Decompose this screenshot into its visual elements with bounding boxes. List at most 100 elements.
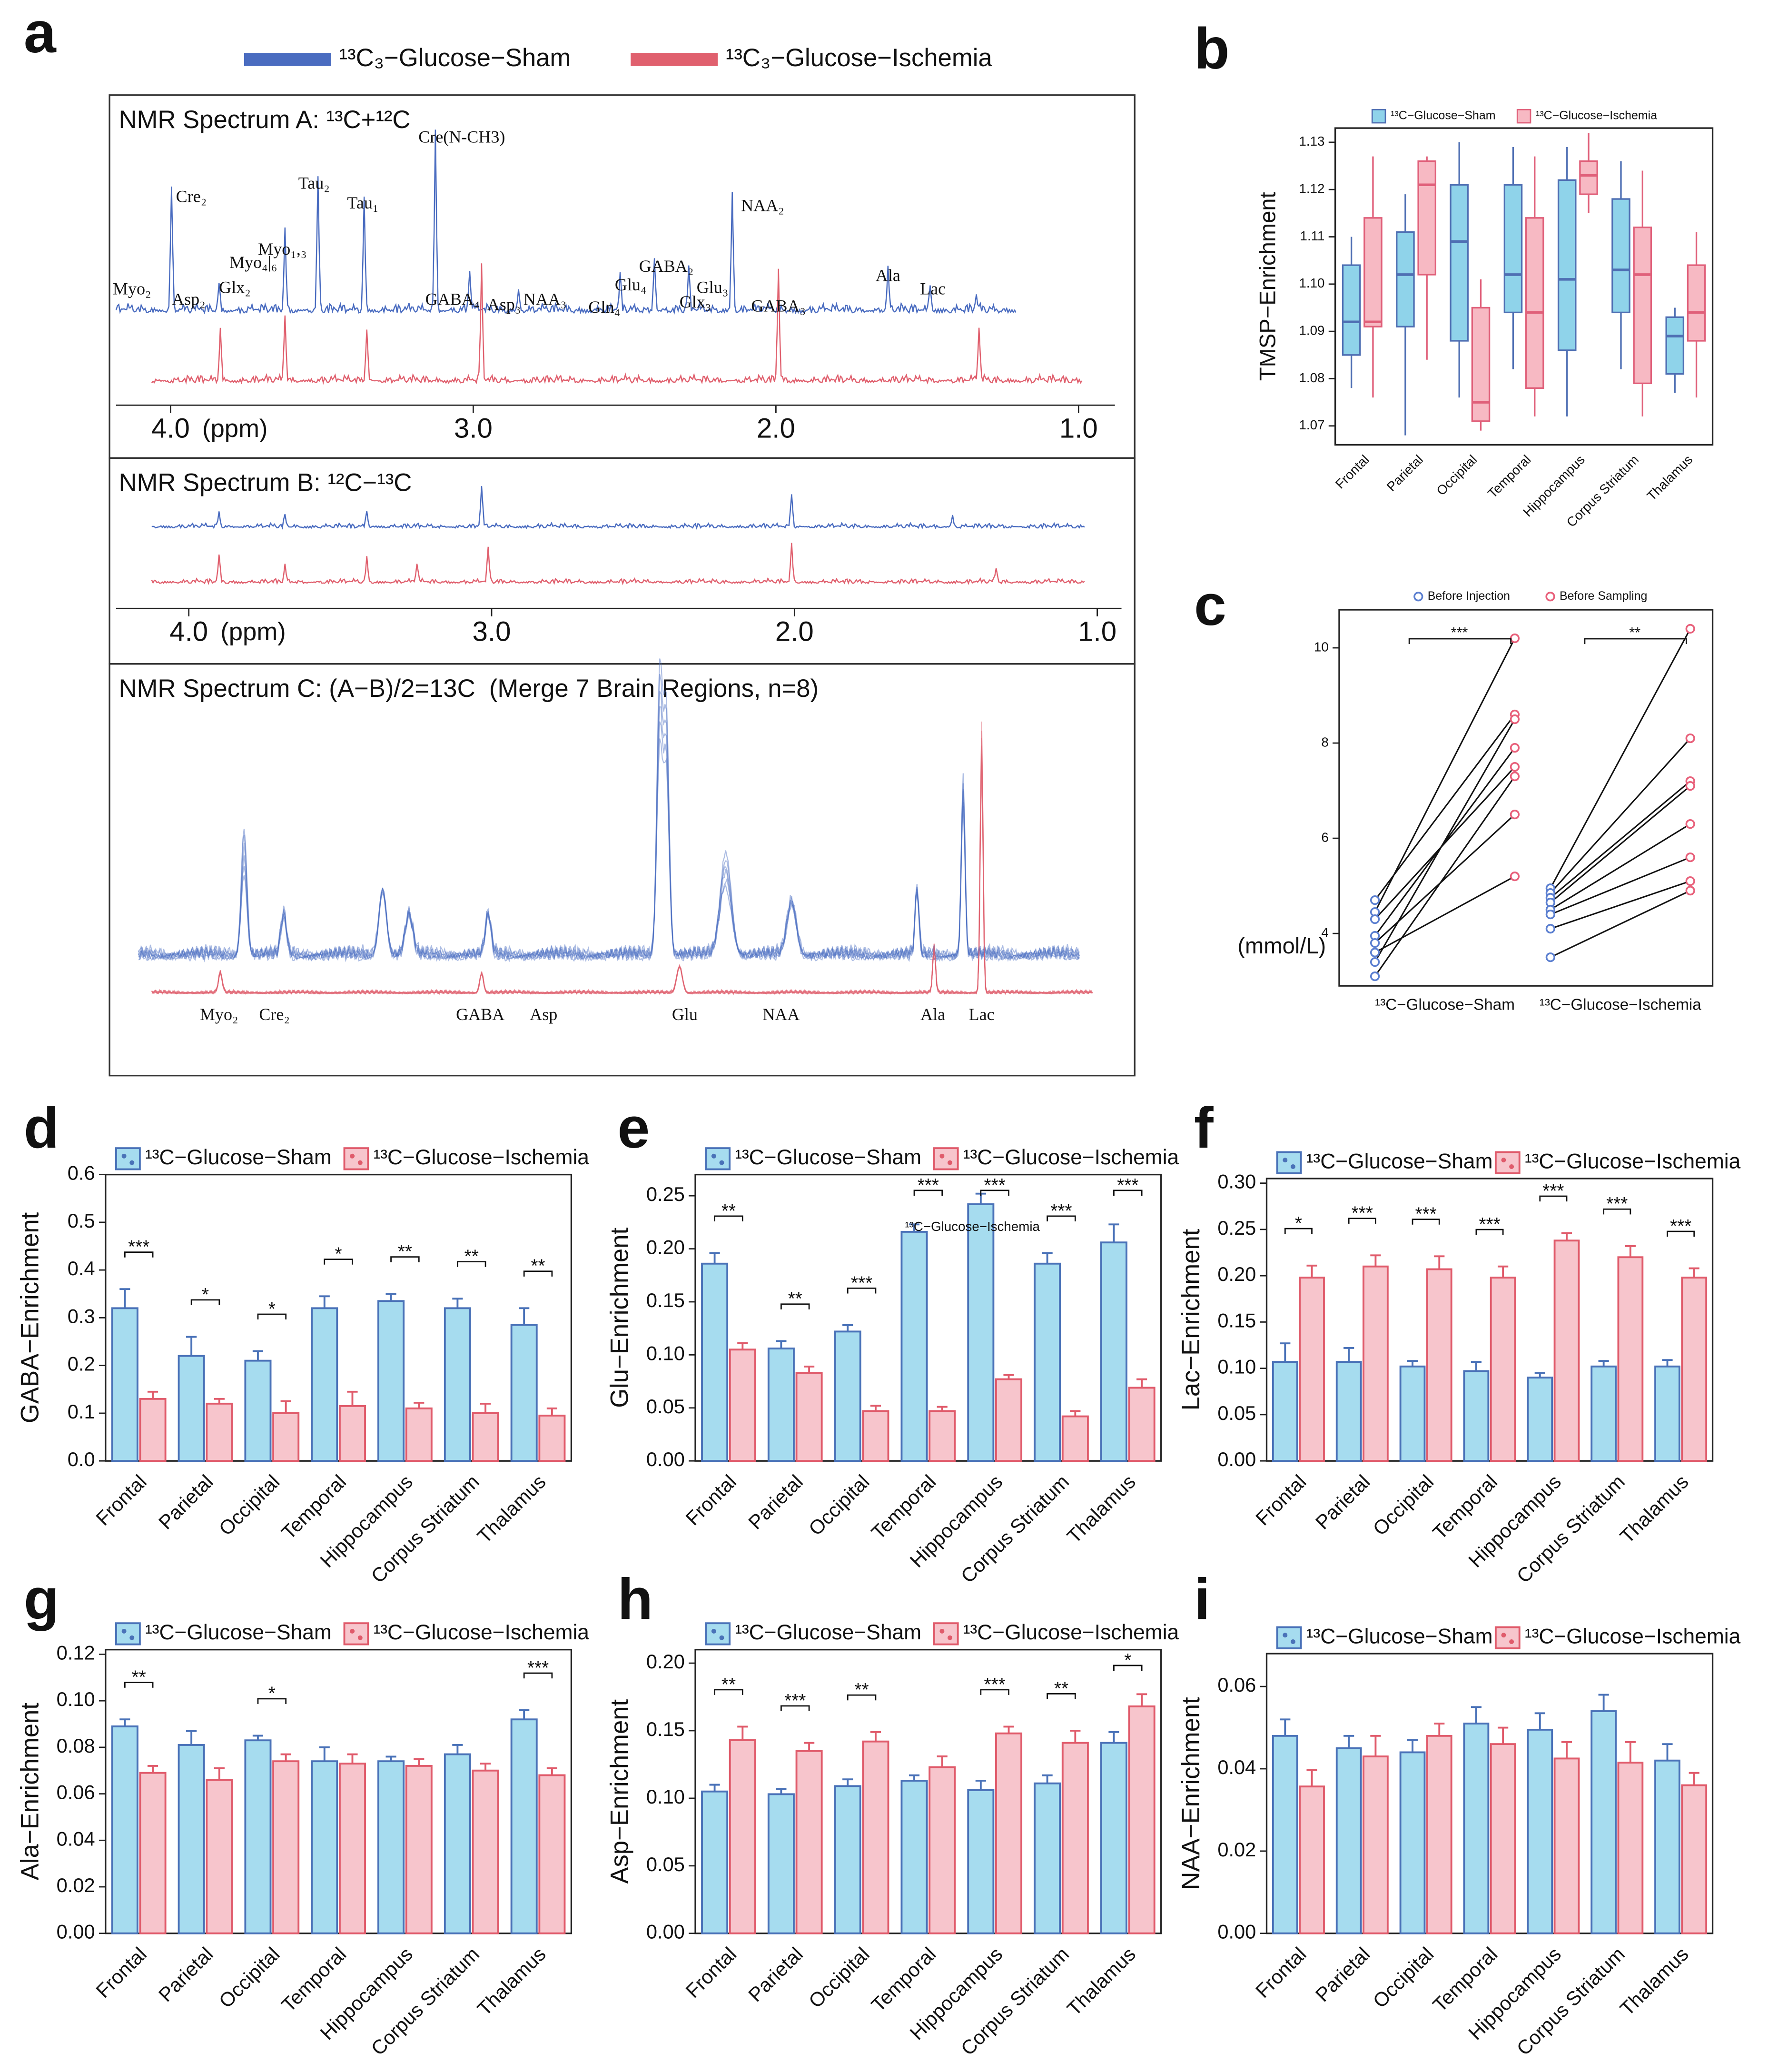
legend-dot bbox=[1501, 1633, 1506, 1638]
y-tick-label: 0.1 bbox=[68, 1400, 95, 1423]
point bbox=[1370, 972, 1380, 981]
y-tick-label: 0.15 bbox=[1217, 1309, 1256, 1331]
sig-bracket bbox=[390, 1256, 420, 1262]
y-tick-label: 10 bbox=[1314, 639, 1329, 654]
bar bbox=[178, 1355, 205, 1462]
bar bbox=[510, 1718, 538, 1934]
sig-label: *** bbox=[918, 1175, 939, 1196]
y-tick-label: 0.15 bbox=[646, 1718, 685, 1740]
point bbox=[1685, 781, 1695, 791]
point bbox=[1545, 924, 1555, 934]
bar bbox=[1617, 1762, 1644, 1934]
y-tick-label: 8 bbox=[1321, 734, 1328, 749]
legend-label: ¹³C−Glucose−Ischemia bbox=[374, 1621, 590, 1644]
legend-swatch bbox=[115, 1147, 141, 1170]
legend-label: Before Sampling bbox=[1560, 589, 1647, 603]
bar bbox=[900, 1780, 928, 1934]
bar bbox=[538, 1415, 566, 1462]
legend-dot bbox=[350, 1153, 355, 1159]
y-tick-label: 0.30 bbox=[1217, 1170, 1256, 1193]
sig-label: *** bbox=[1542, 1181, 1564, 1201]
bar bbox=[206, 1779, 233, 1934]
bar bbox=[1490, 1277, 1516, 1462]
peak-label: Glu₄ bbox=[615, 275, 647, 294]
box bbox=[1342, 264, 1361, 356]
y-tick-label: 0.02 bbox=[1217, 1838, 1256, 1861]
legend-dot bbox=[948, 1635, 953, 1640]
peak-label: Ala bbox=[920, 1005, 945, 1024]
spectrum-trace bbox=[138, 674, 1080, 962]
sig-bracket bbox=[847, 1287, 877, 1294]
spectrum-title: NMR Spectrum C: (A−B)/2=13C (Merge 7 Bra… bbox=[119, 674, 819, 703]
sig-bracket bbox=[257, 1698, 287, 1704]
legend-dot bbox=[1509, 1164, 1514, 1169]
bar bbox=[995, 1378, 1023, 1462]
x-tick-label: 1.0 bbox=[1059, 413, 1098, 444]
bar bbox=[1272, 1735, 1298, 1934]
spectrum-title: NMR Spectrum B: ¹²C−¹³C bbox=[119, 469, 412, 497]
sig-bracket bbox=[1113, 1190, 1143, 1196]
x-tick-label: 4.0 bbox=[151, 413, 190, 444]
point bbox=[1370, 914, 1380, 924]
sig-label: *** bbox=[984, 1175, 1006, 1196]
legend-label: ¹³C−Glucose−Sham bbox=[735, 1146, 921, 1169]
peak-label: GABA₄ bbox=[425, 290, 480, 309]
legend-swatch bbox=[1516, 109, 1531, 124]
legend-dot bbox=[350, 1628, 355, 1634]
legend-label: ¹³C−Glucose−Ischemia bbox=[963, 1146, 1179, 1169]
sig-bracket bbox=[1284, 1228, 1313, 1234]
plot-frame bbox=[1334, 127, 1714, 446]
sig-label: * bbox=[268, 1684, 276, 1704]
sig-label: * bbox=[1124, 1650, 1131, 1671]
bar bbox=[995, 1732, 1023, 1934]
point bbox=[1510, 743, 1520, 753]
y-tick-label: 0.06 bbox=[57, 1781, 95, 1804]
legend-swatch bbox=[705, 1147, 731, 1170]
legend-dot bbox=[121, 1153, 127, 1159]
sig-bracket bbox=[714, 1689, 743, 1695]
bar bbox=[701, 1790, 729, 1934]
pair-line bbox=[1374, 875, 1515, 953]
peak-label: GABA₃ bbox=[751, 296, 806, 315]
y-tick-label: 0.3 bbox=[68, 1305, 95, 1327]
sig-label: ** bbox=[1054, 1678, 1068, 1699]
sig-label: ** bbox=[721, 1201, 736, 1221]
y-tick-label: 0.05 bbox=[646, 1853, 685, 1875]
pair-line bbox=[1374, 776, 1516, 977]
legend-dot bbox=[1290, 1639, 1295, 1645]
peak-label: Glx₂ bbox=[219, 278, 251, 297]
y-tick-label: 0.06 bbox=[1217, 1674, 1256, 1696]
y-tick-label: 0.20 bbox=[1217, 1263, 1256, 1285]
box bbox=[1471, 307, 1491, 422]
box bbox=[1503, 184, 1523, 314]
x-axis-label: (ppm) bbox=[220, 618, 286, 646]
legend-label: ¹³C₃−Glucose−Sham bbox=[339, 44, 571, 72]
peak-label: GABA bbox=[456, 1005, 504, 1024]
y-tick-label: 0.12 bbox=[57, 1641, 95, 1664]
spectrum-trace bbox=[151, 486, 1085, 530]
point bbox=[1510, 714, 1520, 724]
legend-dot bbox=[1509, 1639, 1514, 1645]
sig-label: *** bbox=[1117, 1175, 1138, 1196]
legend-swatch bbox=[1371, 109, 1386, 124]
y-tick-label: 0.0 bbox=[68, 1448, 95, 1470]
point bbox=[1370, 938, 1380, 948]
bar bbox=[967, 1789, 995, 1934]
y-tick-label: 0.00 bbox=[57, 1921, 95, 1943]
spectrum-trace bbox=[138, 721, 1080, 960]
box bbox=[1687, 264, 1706, 342]
bar bbox=[1553, 1239, 1580, 1462]
legend-swatch bbox=[1276, 1626, 1302, 1649]
legend-swatch bbox=[1494, 1626, 1521, 1649]
x-tick-label: 2.0 bbox=[775, 616, 814, 647]
peak-label: Gln₄ bbox=[588, 297, 620, 317]
pair-line bbox=[1550, 823, 1691, 911]
bar bbox=[1590, 1710, 1617, 1934]
bar bbox=[272, 1760, 300, 1934]
pair-line bbox=[1550, 780, 1691, 899]
sig-bracket bbox=[456, 1261, 486, 1267]
y-axis-label: NAA−Enrichment bbox=[1177, 1697, 1205, 1890]
y-tick-label: 1.09 bbox=[1299, 323, 1325, 337]
